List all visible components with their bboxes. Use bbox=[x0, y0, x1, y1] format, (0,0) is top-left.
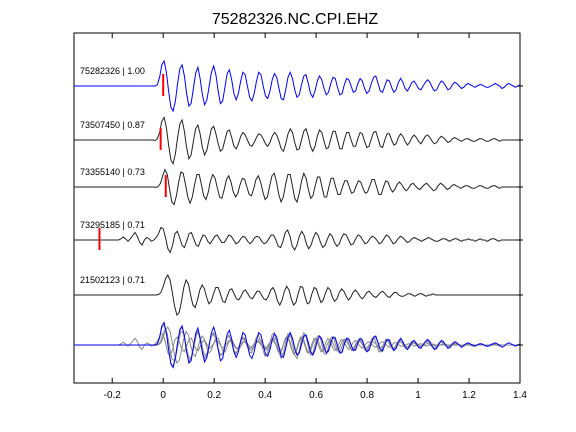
trace-label-4: 21502123 | 0.71 bbox=[80, 275, 145, 285]
x-tick-label-3: 0.4 bbox=[258, 390, 272, 401]
trace-line-0 bbox=[74, 59, 521, 113]
trace-label-1: 73507450 | 0.87 bbox=[80, 120, 145, 130]
x-tick-label-2: 0.2 bbox=[207, 390, 221, 401]
x-tick-label-4: 0.6 bbox=[309, 390, 323, 401]
overlay-line-0 bbox=[74, 321, 521, 369]
chart-title: 75282326.NC.CPI.EHZ bbox=[212, 11, 379, 28]
x-tick-label-5: 0.8 bbox=[360, 390, 374, 401]
traces-layer: 75282326 | 1.00 73507450 | 0.87 73355140 |… bbox=[74, 59, 523, 317]
trace-label-3: 73295185 | 0.71 bbox=[80, 220, 145, 230]
trace-label-2: 73355140 | 0.73 bbox=[80, 167, 145, 177]
x-tick-label-6: 1 bbox=[415, 390, 421, 401]
x-tick-label-1: 0 bbox=[160, 390, 166, 401]
x-tick-label-7: 1.2 bbox=[462, 390, 476, 401]
trace-label-0: 75282326 | 1.00 bbox=[80, 66, 145, 76]
trace-line-4 bbox=[74, 273, 520, 317]
x-axis: -0.2 0 0.2 0.4 0.6 0.8 1 1.2 1.4 bbox=[104, 33, 527, 401]
trace-line-2 bbox=[74, 168, 520, 206]
trace-line-1 bbox=[74, 116, 520, 166]
overlay-line-1 bbox=[74, 323, 520, 368]
x-tick-label-8: 1.4 bbox=[513, 390, 527, 401]
trace-line-3 bbox=[74, 226, 520, 254]
x-tick-label-0: -0.2 bbox=[104, 390, 122, 401]
plot-frame bbox=[73, 32, 521, 384]
overlay-layer bbox=[74, 321, 523, 369]
